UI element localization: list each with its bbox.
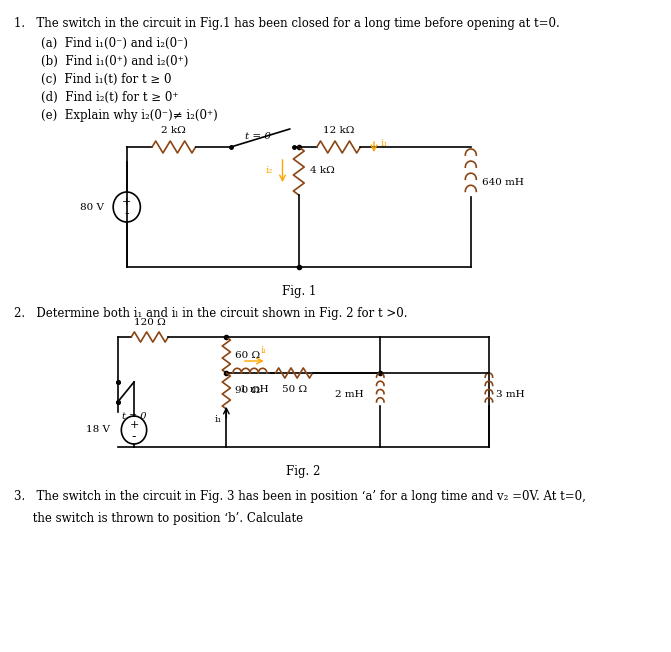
Text: 4 kΩ: 4 kΩ — [309, 166, 334, 175]
Text: 120 Ω: 120 Ω — [134, 318, 166, 327]
Text: 2 mH: 2 mH — [336, 390, 364, 399]
Text: (d)  Find i₂(t) for t ≥ 0⁺: (d) Find i₂(t) for t ≥ 0⁺ — [41, 91, 178, 104]
Text: 50 Ω: 50 Ω — [282, 385, 307, 394]
Text: +: + — [130, 420, 139, 430]
Text: 80 V: 80 V — [80, 203, 104, 211]
Text: 2.   Determine both i₁ and iₗ in the circuit shown in Fig. 2 for t >0.: 2. Determine both i₁ and iₗ in the circu… — [13, 307, 407, 320]
Text: 640 mH: 640 mH — [482, 178, 523, 186]
Text: (c)  Find i₁(t) for t ≥ 0: (c) Find i₁(t) for t ≥ 0 — [41, 73, 171, 86]
Text: 1 mH: 1 mH — [240, 385, 268, 394]
Text: 1.   The switch in the circuit in Fig.1 has been closed for a long time before o: 1. The switch in the circuit in Fig.1 ha… — [13, 17, 560, 30]
Text: i₂: i₂ — [266, 166, 273, 175]
Text: iₗ: iₗ — [260, 346, 266, 355]
Text: 12 kΩ: 12 kΩ — [323, 126, 354, 135]
Text: (a)  Find i₁(0⁻) and i₂(0⁻): (a) Find i₁(0⁻) and i₂(0⁻) — [41, 37, 188, 50]
Text: (e)  Explain why i₂(0⁻)≠ i₂(0⁺): (e) Explain why i₂(0⁻)≠ i₂(0⁺) — [41, 109, 217, 122]
Text: t = 0: t = 0 — [245, 132, 271, 141]
Text: Fig. 2: Fig. 2 — [286, 465, 321, 478]
Text: t = 0: t = 0 — [122, 412, 147, 421]
Text: (b)  Find i₁(0⁺) and i₂(0⁺): (b) Find i₁(0⁺) and i₂(0⁺) — [41, 55, 188, 68]
Text: i₁: i₁ — [380, 138, 388, 147]
Text: 3 mH: 3 mH — [496, 390, 525, 399]
Text: 3.   The switch in the circuit in Fig. 3 has been in position ‘a’ for a long tim: 3. The switch in the circuit in Fig. 3 h… — [13, 490, 586, 503]
Text: 18 V: 18 V — [87, 426, 111, 434]
Text: 2 kΩ: 2 kΩ — [162, 126, 187, 135]
Text: +: + — [122, 197, 132, 207]
Text: 90 Ω: 90 Ω — [236, 387, 260, 396]
Text: Fig. 1: Fig. 1 — [282, 285, 316, 298]
Text: 60 Ω: 60 Ω — [236, 351, 260, 359]
Text: -: - — [132, 430, 136, 443]
Text: the switch is thrown to position ‘b’. Calculate: the switch is thrown to position ‘b’. Ca… — [13, 512, 303, 525]
Text: i₁: i₁ — [215, 415, 222, 424]
Text: -: - — [125, 207, 129, 220]
